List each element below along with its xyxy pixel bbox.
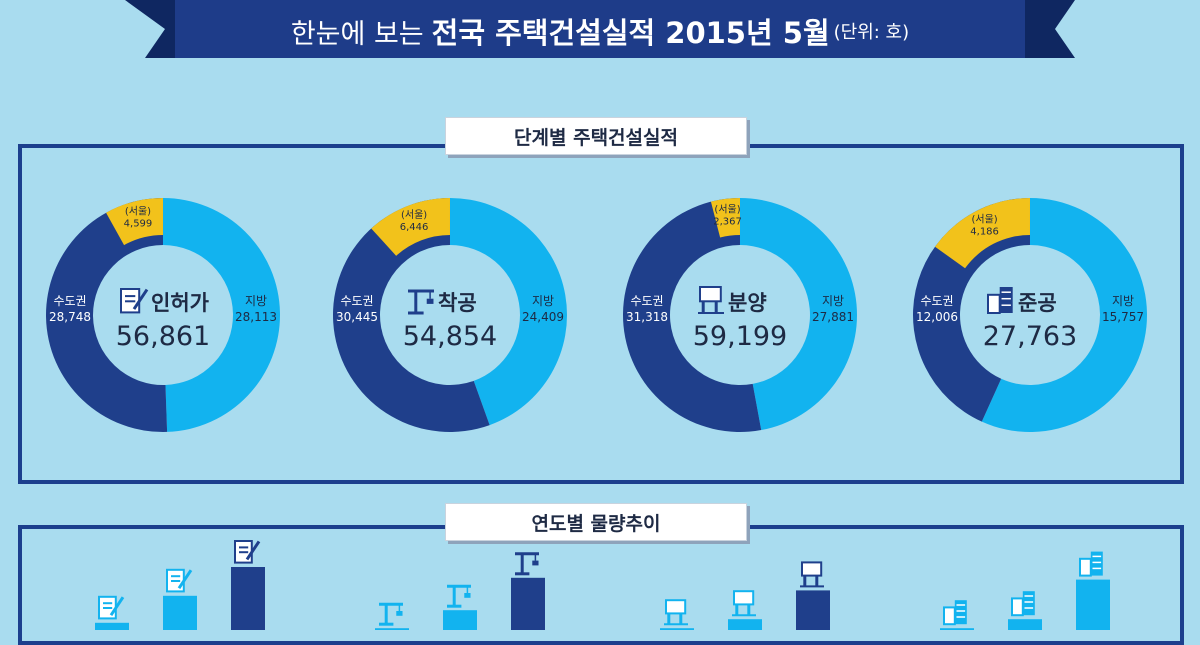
title-bold: 전국 주택건설실적 2015년 5월 [431, 16, 830, 50]
trend-bar [163, 595, 197, 630]
local-label: 지방 [822, 294, 844, 308]
donut-hole [381, 246, 519, 384]
title-banner [125, 0, 1075, 58]
slice-capital [913, 198, 1030, 422]
center-total: 59,199 [693, 321, 787, 352]
building-icon [943, 600, 967, 626]
trend-bar [796, 590, 830, 630]
center-label: 착공 [438, 291, 477, 315]
seoul-label: (서울) [972, 213, 998, 225]
crane-icon [408, 289, 434, 315]
donut-2: (서울)6,446 지방 24,409 수도권 30,445 착공 54,854 [333, 198, 567, 432]
center-total: 27,763 [983, 321, 1077, 352]
slice-local [740, 198, 858, 431]
seoul-value: 4,599 [124, 219, 153, 230]
title-normal: 한눈에 보는 [290, 18, 424, 50]
capital-value: 28,748 [49, 310, 91, 324]
stage-section-label: 단계별 주택건설실적 [445, 117, 747, 155]
signboard-icon [698, 286, 724, 314]
slice-capital [623, 198, 762, 432]
building-icon [1011, 591, 1035, 617]
center-label: 준공 [1018, 291, 1057, 315]
signboard-icon [800, 561, 824, 588]
donut-4: (서울)4,186 지방 15,757 수도권 12,006 준공 27,763 [913, 198, 1148, 432]
trend-bar [728, 619, 762, 630]
seoul-label: (서울) [401, 209, 427, 221]
donut-hole [671, 246, 809, 384]
slice-local [981, 198, 1148, 432]
local-value: 27,881 [812, 310, 854, 324]
slice-seoul [710, 198, 740, 238]
donut-hole [961, 246, 1099, 384]
trend-group-2 [375, 552, 545, 630]
unit-label: (단위: 호) [833, 22, 910, 43]
center-total: 54,854 [403, 321, 497, 352]
center-total: 56,861 [116, 321, 210, 352]
local-value: 15,757 [1102, 310, 1144, 324]
trend-bar [660, 628, 694, 630]
trend-bar [511, 577, 545, 630]
center-label: 분양 [728, 291, 767, 315]
capital-label: 수도권 [340, 294, 373, 308]
slice-capital [333, 198, 490, 432]
local-value: 28,113 [235, 310, 277, 324]
trend-group-4 [940, 551, 1110, 630]
crane-icon [447, 584, 471, 608]
local-label: 지방 [1112, 294, 1134, 308]
seoul-label: (서울) [125, 206, 151, 218]
center-label: 인허가 [151, 291, 210, 315]
local-value: 24,409 [522, 310, 564, 324]
document-pen-icon [98, 595, 125, 620]
trend-bar [443, 610, 477, 630]
slice-local [163, 198, 281, 432]
building-icon [987, 287, 1013, 315]
capital-label: 수도권 [53, 294, 86, 308]
capital-value: 12,006 [916, 310, 958, 324]
seoul-label: (서울) [714, 203, 740, 215]
slice-seoul [935, 198, 1030, 269]
signboard-icon [664, 599, 688, 626]
building-icon [1079, 551, 1103, 577]
capital-value: 30,445 [336, 310, 378, 324]
document-pen-icon [120, 288, 149, 314]
donut-hole [94, 246, 232, 384]
capital-value: 31,318 [626, 310, 668, 324]
donut-3: (서울)2,367 지방 27,881 수도권 31,318 분양 59,199 [623, 198, 858, 432]
local-label: 지방 [532, 294, 554, 308]
crane-icon [379, 602, 403, 626]
trend-group-1 [95, 540, 265, 630]
trend-group-3 [660, 561, 830, 630]
slice-local [450, 198, 567, 426]
donut-charts: (서울)4,599지방28,113수도권28,748인허가56,861(서울)6… [46, 198, 1148, 432]
slice-capital [46, 198, 168, 432]
trend-bar [95, 622, 129, 630]
slice-seoul [371, 198, 450, 256]
document-pen-icon [234, 540, 261, 564]
trend-section-label: 연도별 물량추이 [445, 503, 747, 541]
page-title: 한눈에 보는 전국 주택건설실적 2015년 5월 (단위: 호) [0, 8, 1200, 54]
trend-bar [231, 567, 265, 630]
trend-bar [375, 628, 409, 630]
signboard-icon [732, 590, 756, 617]
trend-bar [940, 628, 974, 630]
seoul-value: 2,367 [713, 216, 742, 227]
trend-bar-charts [95, 540, 1110, 630]
donut-1: (서울)4,599 지방 28,113 수도권 28,748 인허가 56,861 [46, 198, 281, 432]
trend-bar [1008, 619, 1042, 630]
capital-label: 수도권 [630, 294, 663, 308]
capital-label: 수도권 [920, 294, 953, 308]
local-label: 지방 [245, 294, 267, 308]
seoul-value: 6,446 [400, 222, 429, 233]
document-pen-icon [166, 568, 193, 593]
crane-icon [515, 552, 539, 576]
trend-bar [1076, 579, 1110, 630]
slice-seoul [106, 198, 163, 246]
seoul-value: 4,186 [970, 226, 999, 237]
